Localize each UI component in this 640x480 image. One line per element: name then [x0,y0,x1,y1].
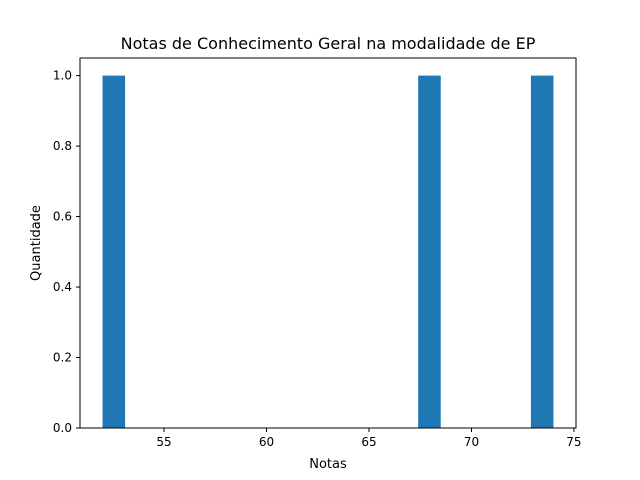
plot-frame [79,57,577,429]
y-tick-label-3: 0.6 [53,210,72,224]
x-tick-label-4: 75 [566,435,581,449]
y-tick-label-1: 0.2 [53,351,72,365]
bars-group [102,75,554,428]
x-tick-label-1: 60 [259,435,274,449]
x-axis-ticks: 55 60 65 70 75 [156,428,582,449]
bar-0 [102,75,126,428]
y-axis-label: Quantidade [29,205,44,281]
y-tick-label-0: 0.0 [53,421,72,435]
bar-2 [530,75,554,428]
y-tick-label-2: 0.4 [53,280,72,294]
x-tick-label-3: 70 [464,435,479,449]
bar-1 [418,75,441,428]
y-tick-label-4: 0.8 [53,139,72,153]
x-tick-label-0: 55 [156,435,171,449]
chart-title: Notas de Conhecimento Geral na modalidad… [121,34,536,53]
x-tick-label-2: 65 [361,435,376,449]
y-tick-label-5: 1.0 [53,69,72,83]
x-axis-label: Notas [309,457,347,472]
y-axis-ticks: 0.0 0.2 0.4 0.6 0.8 1.0 [53,69,80,435]
